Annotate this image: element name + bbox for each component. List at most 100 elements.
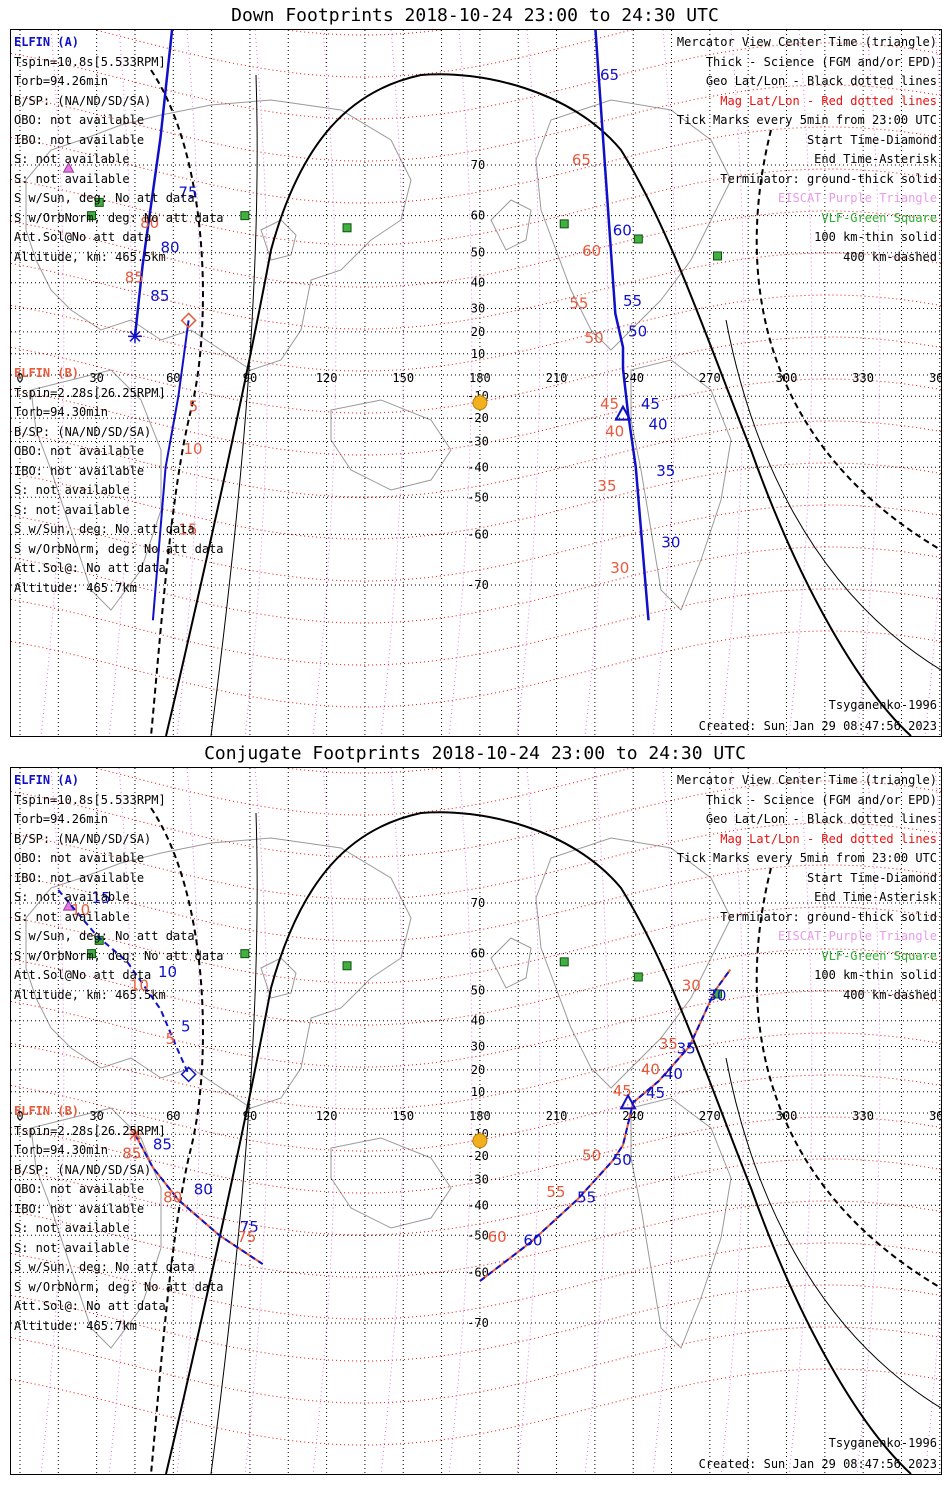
lon-labels: 0306090120150180210240270300330360 <box>16 1109 941 1123</box>
coastline-shape <box>535 99 732 351</box>
track-tick-label-a: 85 <box>150 287 169 305</box>
legend-item: Tick Marks every 5min from 23:00 UTC <box>676 113 937 127</box>
track-tick-label-a: 75 <box>240 1218 259 1236</box>
legend-item: End Time-Asterisk <box>814 152 937 166</box>
vlf-square-icon <box>94 935 104 945</box>
track-tick-label-a: 10 <box>158 963 177 981</box>
track-tick-label-b: 35 <box>659 1035 678 1053</box>
track-tick-label-b: 10 <box>130 977 149 995</box>
lon-labels: 0306090120150180210240270300330360 <box>16 371 941 385</box>
lon-tick-label: 270 <box>699 371 721 385</box>
terminator-400km-left <box>150 69 204 736</box>
vlf-square-icon <box>342 223 352 233</box>
lat-tick-label: -60 <box>467 1265 489 1279</box>
mag-lat-curve <box>11 822 941 900</box>
elfin-b-line: S: not available <box>14 1221 130 1235</box>
elfin-b-line: S: not available <box>14 1240 130 1255</box>
mag-lat-curve <box>11 1284 941 1362</box>
lon-tick-label: 60 <box>166 1109 180 1123</box>
elfin-a-line: S: not available <box>14 171 130 186</box>
elfin-a-line: S: not available <box>14 152 130 166</box>
elfin-a-line: S w/OrbNorm, deg: No att data <box>14 210 224 225</box>
track-tick-label-b: 5 <box>189 397 199 415</box>
terminator-ground <box>165 811 912 1474</box>
lon-tick-label: 210 <box>546 1109 568 1123</box>
track-tick-label-b: 40 <box>605 423 624 441</box>
track-tick-label-b: 35 <box>597 477 616 495</box>
legend-conjugate: Mercator View Center Time (triangle) Thic… <box>677 771 937 1005</box>
lat-tick-label: -40 <box>467 460 489 474</box>
mag-lat-curve <box>11 168 941 246</box>
legend-item: Mag Lat/Lon - Red dotted lines <box>720 93 937 108</box>
conj-track-right-a <box>479 969 732 1282</box>
elfin-b-line: B/SP: (NA/ND/SD/SA) <box>14 424 152 439</box>
legend-item: Start Time-Diamond <box>806 870 937 885</box>
lat-tick-label: -70 <box>467 578 489 592</box>
coastline-shape <box>30 369 162 611</box>
elfin-b-line: Att.Sol@: No att data <box>14 561 166 575</box>
lon-tick-label: 120 <box>316 1109 338 1123</box>
legend-item: Geo Lat/Lon - Black dotted lines <box>705 74 937 88</box>
elfin-a-line: Torb=94.26min <box>14 812 108 826</box>
legend-item: 100 km-thin solid <box>814 230 937 244</box>
sun-icon <box>472 395 488 411</box>
map-panel-conjugate: 0306090120150180210240270300330360706050… <box>10 767 942 1475</box>
coastline-shape <box>30 1107 162 1349</box>
vlf-square-icon <box>240 949 250 959</box>
left-info-down: ELFIN (A) Tspin=10.8s[5.533RPM] Torb=94.2… <box>14 33 224 598</box>
elfin-b-line: S: not available <box>14 502 130 517</box>
lat-tick-label: 60 <box>471 947 485 961</box>
legend-item: 400 km-dashed <box>843 249 937 264</box>
track-tick-label-a: 35 <box>656 462 675 480</box>
mag-lat-curve <box>11 42 941 120</box>
elfin-a-line: Att.Sol@No att data <box>14 230 152 244</box>
lon-tick-label: 240 <box>622 371 644 385</box>
mag-lat-curve <box>11 420 941 498</box>
track-tick-label-b: 15 <box>178 520 197 538</box>
legend-item: Geo Lat/Lon - Black dotted lines <box>705 812 937 826</box>
terminator-400km-right <box>755 129 941 551</box>
elfin-b-line: Tspin=2.28s[26.25RPM] <box>14 385 166 400</box>
lon-tick-label: 360 <box>929 1109 941 1123</box>
track-tick-label-b: 80 <box>140 214 159 232</box>
track-tick-label-a: 40 <box>664 1065 683 1083</box>
track-tick-label-b: 85 <box>125 269 144 287</box>
track-tick-label-a: 15 <box>92 889 111 907</box>
terminator <box>150 807 941 1474</box>
track-tick-label-b: 60 <box>582 242 601 260</box>
elfin-a-line: IBO: not available <box>14 132 145 147</box>
track-b-left <box>151 320 190 621</box>
elfin-b-line: IBO: not available <box>14 1201 145 1216</box>
elfin-a-line: Tspin=10.8s[5.533RPM] <box>14 54 166 69</box>
lon-tick-label: 330 <box>852 371 874 385</box>
end-asterisk-icon <box>127 329 142 344</box>
vlf-square-icon <box>633 234 643 244</box>
elfin-b-line: S w/Sun, deg: No att data <box>14 522 195 536</box>
vlf-markers <box>87 935 723 999</box>
mag-lon-curve <box>652 30 677 736</box>
mag-lat-curve <box>11 252 941 330</box>
elfin-b-line: S w/OrbNorm, deg: No att data <box>14 1279 224 1294</box>
lon-tick-label: 150 <box>392 371 414 385</box>
track-tick-label-a: 30 <box>661 534 680 552</box>
lon-tick-label: 150 <box>392 1109 414 1123</box>
panel-title-conjugate: Conjugate Footprints 2018-10-24 23:00 to… <box>204 743 746 764</box>
sun-icon <box>472 1133 488 1149</box>
lat-tick-label: -70 <box>467 1316 489 1330</box>
elfin-b-line: IBO: not available <box>14 463 145 478</box>
lat-tick-label: -30 <box>467 1172 489 1186</box>
elfin-b-line: Torb=94.30min <box>14 1143 108 1157</box>
lon-tick-label: 0 <box>16 1109 23 1123</box>
terminator-100km-right <box>725 1057 941 1409</box>
elfin-a-line: S: not available <box>14 890 130 904</box>
lon-tick-label: 300 <box>776 371 798 385</box>
mag-lat-curve <box>11 1368 941 1446</box>
lat-tick-label: 40 <box>471 276 485 290</box>
lon-tick-label: 30 <box>89 371 103 385</box>
elfin-a-line: B/SP: (NA/ND/SD/SA) <box>14 831 152 846</box>
mag-lat-curve <box>11 588 941 666</box>
coastline-shape <box>490 199 532 251</box>
vlf-square-icon <box>633 972 643 982</box>
lat-tick-label: -30 <box>467 434 489 448</box>
elfin-b-line: OBO: not available <box>14 444 145 458</box>
